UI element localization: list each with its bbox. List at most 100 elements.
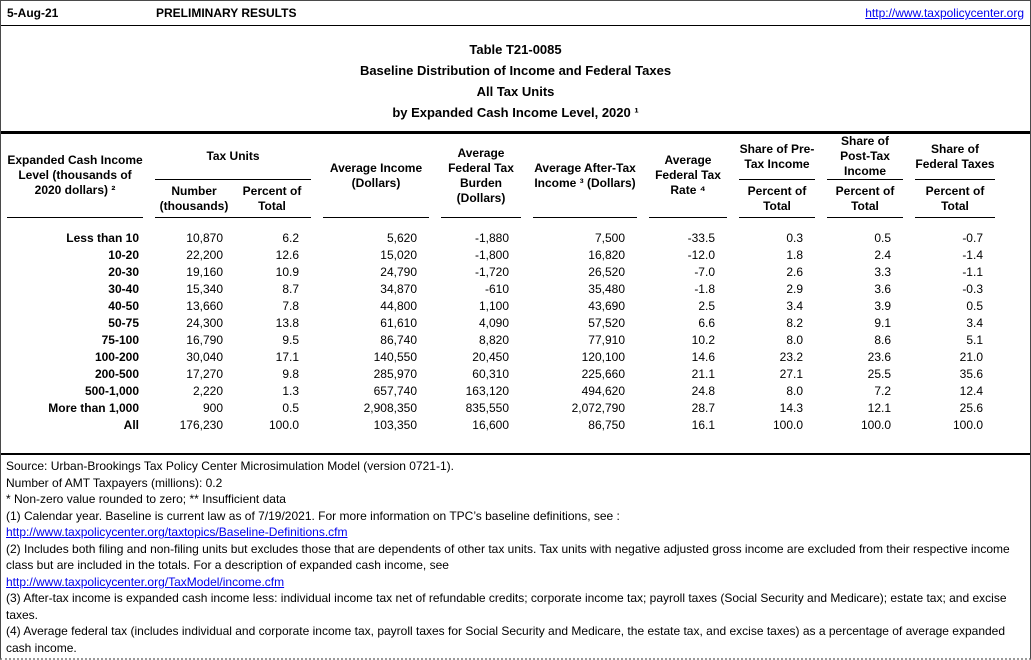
- cell-average-income: 657,740: [373, 384, 417, 398]
- note-1-calendar-year: (1) Calendar year. Baseline is current l…: [6, 508, 620, 523]
- cell-average-income: 44,800: [380, 299, 417, 313]
- cell-average-federal-tax-burden: 835,550: [465, 401, 509, 415]
- cell-share-pre-tax-income: 3.4: [786, 299, 803, 313]
- note-2-filing-units: (2) Includes both filing and non-filing …: [6, 541, 1010, 573]
- cell-percent-of-total: 12.6: [275, 248, 299, 262]
- header-top-double-rule: [1, 131, 1030, 134]
- cell-share-post-tax-income: 25.5: [867, 367, 891, 381]
- table-subtitle-grouping: by Expanded Cash Income Level, 2020 ¹: [392, 105, 639, 120]
- col-header-share-pre-tax-income: Share of Pre-Tax Income: [739, 134, 815, 180]
- cell-average-after-tax-income: 225,660: [581, 367, 625, 381]
- cell-income-level: 50-75: [108, 316, 139, 330]
- cell-income-level: All: [123, 418, 139, 432]
- cell-average-income: 86,740: [380, 333, 417, 347]
- cell-percent-of-total: 10.9: [275, 265, 299, 279]
- cell-share-federal-taxes: -1.4: [962, 248, 983, 262]
- note-3-after-tax-income: (3) After-tax income is expanded cash in…: [6, 591, 1007, 622]
- cell-share-federal-taxes: 3.4: [966, 316, 983, 330]
- table-row: 40-50 13,660 7.8 44,800 1,100 43,690 2.5…: [1, 298, 1030, 315]
- cell-average-income: 61,610: [380, 316, 417, 330]
- cell-number-thousands: 13,660: [186, 299, 223, 313]
- table-row: 100-200 30,040 17.1 140,550 20,450 120,1…: [1, 349, 1030, 366]
- cell-average-federal-tax-burden: -1,880: [474, 231, 509, 245]
- cell-average-federal-tax-rate: -7.0: [694, 265, 715, 279]
- cell-average-after-tax-income: 26,520: [588, 265, 625, 279]
- income-definition-link[interactable]: http://www.taxpolicycenter.org/TaxModel/…: [6, 574, 285, 589]
- table-row: 20-30 19,160 10.9 24,790 -1,720 26,520 -…: [1, 264, 1030, 281]
- baseline-definitions-link[interactable]: http://www.taxpolicycenter.org/taxtopics…: [6, 525, 348, 539]
- cell-average-federal-tax-rate: 10.2: [691, 333, 715, 347]
- cell-share-pre-tax-income: 23.2: [779, 350, 803, 364]
- cell-average-federal-tax-burden: 20,450: [472, 350, 509, 364]
- cell-number-thousands: 22,200: [186, 248, 223, 262]
- cell-share-federal-taxes: 35.6: [959, 367, 983, 381]
- col-header-number-thousands: Number (thousands): [159, 183, 229, 213]
- cell-average-federal-tax-burden: 163,120: [465, 384, 509, 398]
- cell-number-thousands: 176,230: [179, 418, 223, 432]
- cell-share-federal-taxes: -1.1: [962, 265, 983, 279]
- table-number-title: Table T21-0085: [469, 42, 562, 57]
- cell-income-level: 20-30: [108, 265, 139, 279]
- cell-share-federal-taxes: -0.7: [962, 231, 983, 245]
- cell-percent-of-total: 0.5: [282, 401, 299, 415]
- cell-share-post-tax-income: 0.5: [874, 231, 891, 245]
- col-header-average-income: Average Income (Dollars): [323, 134, 429, 218]
- table-body: Less than 10 10,870 6.2 5,620 -1,880 7,5…: [1, 218, 1030, 434]
- cell-number-thousands: 24,300: [186, 316, 223, 330]
- cell-share-pre-tax-income: 8.0: [786, 333, 803, 347]
- cell-share-pre-tax-income: 2.6: [786, 265, 803, 279]
- cell-average-federal-tax-rate: 2.5: [698, 299, 715, 313]
- cell-share-post-tax-income: 7.2: [874, 384, 891, 398]
- cell-average-federal-tax-burden: -610: [484, 282, 509, 296]
- cell-share-pre-tax-income: 8.0: [786, 384, 803, 398]
- table-row: 75-100 16,790 9.5 86,740 8,820 77,910 10…: [1, 332, 1030, 349]
- col-group-share-pre-tax: Share of Pre-Tax Income Percent of Total: [739, 134, 815, 218]
- cell-average-federal-tax-rate: 16.1: [691, 418, 715, 432]
- cell-income-level: 100-200: [94, 350, 139, 364]
- cell-percent-of-total: 17.1: [275, 350, 299, 364]
- cell-average-income: 5,620: [386, 231, 417, 245]
- table-row: All 176,230 100.0 103,350 16,600 86,750 …: [1, 417, 1030, 434]
- col-header-income-level: Expanded Cash Income Level (thousands of…: [7, 134, 143, 218]
- cell-share-federal-taxes: 100.0: [952, 418, 983, 432]
- cell-average-federal-tax-rate: -1.8: [694, 282, 715, 296]
- top-bar: 5-Aug-21 PRELIMINARY RESULTS http://www.…: [1, 1, 1030, 26]
- note-legend: * Non-zero value rounded to zero; ** Ins…: [6, 492, 286, 506]
- table-bottom-rule: [1, 453, 1030, 455]
- cell-percent-of-total: 9.8: [282, 367, 299, 381]
- cell-share-pre-tax-income: 8.2: [786, 316, 803, 330]
- cell-share-post-tax-income: 12.1: [867, 401, 891, 415]
- cell-average-after-tax-income: 2,072,790: [571, 401, 625, 415]
- report-date: 5-Aug-21: [7, 6, 59, 20]
- cell-share-post-tax-income: 3.6: [874, 282, 891, 296]
- cell-income-level: 40-50: [108, 299, 139, 313]
- table-row: 200-500 17,270 9.8 285,970 60,310 225,66…: [1, 366, 1030, 383]
- cell-average-income: 34,870: [380, 282, 417, 296]
- col-subheader-share-fed-percent: Percent of Total: [925, 183, 985, 213]
- cell-average-income: 140,550: [373, 350, 417, 364]
- cell-average-income: 24,790: [380, 265, 417, 279]
- cell-share-federal-taxes: 25.6: [959, 401, 983, 415]
- cell-share-federal-taxes: 0.5: [966, 299, 983, 313]
- cell-average-income: 15,020: [380, 248, 417, 262]
- cell-income-level: 200-500: [94, 367, 139, 381]
- table-row: 500-1,000 2,220 1.3 657,740 163,120 494,…: [1, 383, 1030, 400]
- cell-share-federal-taxes: -0.3: [962, 282, 983, 296]
- col-header-average-after-tax-income: Average After-Tax Income ³ (Dollars): [533, 134, 637, 218]
- taxpolicycenter-link[interactable]: http://www.taxpolicycenter.org: [865, 6, 1024, 20]
- cell-percent-of-total: 6.2: [282, 231, 299, 245]
- cell-average-after-tax-income: 35,480: [588, 282, 625, 296]
- col-group-share-federal-taxes: Share of Federal Taxes Percent of Total: [915, 134, 995, 218]
- cell-share-post-tax-income: 23.6: [867, 350, 891, 364]
- cell-average-after-tax-income: 120,100: [581, 350, 625, 364]
- cell-average-after-tax-income: 7,500: [594, 231, 625, 245]
- cell-average-income: 2,908,350: [363, 401, 417, 415]
- tax-units-subheaders: Number (thousands) Percent of Total: [155, 180, 311, 217]
- footnotes: Source: Urban-Brookings Tax Policy Cente…: [1, 455, 1030, 656]
- table-main-title: Baseline Distribution of Income and Fede…: [359, 63, 672, 78]
- table-header: Expanded Cash Income Level (thousands of…: [1, 134, 1030, 218]
- cell-average-federal-tax-rate: -12.0: [687, 248, 715, 262]
- cell-average-income: 103,350: [373, 418, 417, 432]
- cell-percent-of-total: 13.8: [275, 316, 299, 330]
- cell-percent-of-total: 100.0: [268, 418, 299, 432]
